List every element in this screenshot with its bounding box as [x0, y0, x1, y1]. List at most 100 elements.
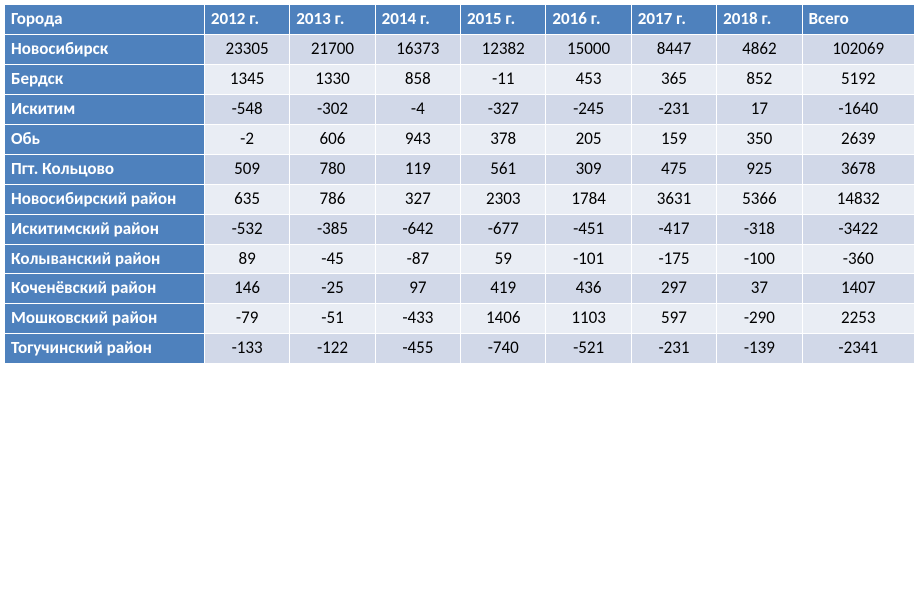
cell-value: 37	[717, 274, 802, 304]
cell-value: 943	[375, 124, 460, 154]
cell-value: 1407	[802, 274, 914, 304]
cell-value: 12382	[461, 34, 546, 64]
cell-value: 419	[461, 274, 546, 304]
row-label: Коченёвский район	[5, 274, 205, 304]
cell-value: -433	[375, 304, 460, 334]
col-header: 2013 г.	[290, 5, 375, 35]
cell-value: 858	[375, 64, 460, 94]
cell-value: 102069	[802, 34, 914, 64]
cell-value: -133	[204, 334, 289, 364]
cell-value: 1330	[290, 64, 375, 94]
cell-value: -139	[717, 334, 802, 364]
col-header: 2012 г.	[204, 5, 289, 35]
cell-value: 606	[290, 124, 375, 154]
cell-value: -4	[375, 94, 460, 124]
cell-value: 2639	[802, 124, 914, 154]
cell-value: -548	[204, 94, 289, 124]
cell-value: -51	[290, 304, 375, 334]
cell-value: 786	[290, 184, 375, 214]
table-row: Новосибирский район635786327230317843631…	[5, 184, 915, 214]
cell-value: -642	[375, 214, 460, 244]
cell-value: 5192	[802, 64, 914, 94]
cell-value: -455	[375, 334, 460, 364]
cell-value: -740	[461, 334, 546, 364]
row-label: Искитим	[5, 94, 205, 124]
cell-value: -175	[631, 244, 716, 274]
row-label: Пгт. Кольцово	[5, 154, 205, 184]
table-row: Тогучинский район-133-122-455-740-521-23…	[5, 334, 915, 364]
cell-value: -25	[290, 274, 375, 304]
cell-value: 1406	[461, 304, 546, 334]
cell-value: 852	[717, 64, 802, 94]
cell-value: -87	[375, 244, 460, 274]
row-label: Мошковский район	[5, 304, 205, 334]
table-row: Мошковский район-79-51-43314061103597-29…	[5, 304, 915, 334]
row-label: Искитимский район	[5, 214, 205, 244]
cell-value: 378	[461, 124, 546, 154]
cell-value: -521	[546, 334, 631, 364]
cell-value: 1103	[546, 304, 631, 334]
cell-value: -11	[461, 64, 546, 94]
cell-value: -122	[290, 334, 375, 364]
header-row: Города 2012 г. 2013 г. 2014 г. 2015 г. 2…	[5, 5, 915, 35]
cell-value: 1345	[204, 64, 289, 94]
cell-value: -101	[546, 244, 631, 274]
cell-value: -360	[802, 244, 914, 274]
cell-value: -231	[631, 94, 716, 124]
cell-value: -677	[461, 214, 546, 244]
table-row: Искитимский район-532-385-642-677-451-41…	[5, 214, 915, 244]
cell-value: 453	[546, 64, 631, 94]
cell-value: 436	[546, 274, 631, 304]
cell-value: 4862	[717, 34, 802, 64]
col-header: Всего	[802, 5, 914, 35]
col-header: Города	[5, 5, 205, 35]
cell-value: 327	[375, 184, 460, 214]
table-row: Искитим-548-302-4-327-245-23117-1640	[5, 94, 915, 124]
cell-value: 97	[375, 274, 460, 304]
cell-value: -45	[290, 244, 375, 274]
table-row: Новосибирск23305217001637312382150008447…	[5, 34, 915, 64]
col-header: 2017 г.	[631, 5, 716, 35]
row-label: Новосибирский район	[5, 184, 205, 214]
row-label: Новосибирск	[5, 34, 205, 64]
col-header: 2018 г.	[717, 5, 802, 35]
cell-value: 59	[461, 244, 546, 274]
cell-value: 309	[546, 154, 631, 184]
cell-value: 16373	[375, 34, 460, 64]
cell-value: 297	[631, 274, 716, 304]
cell-value: 15000	[546, 34, 631, 64]
cell-value: 119	[375, 154, 460, 184]
cell-value: 21700	[290, 34, 375, 64]
cell-value: 3631	[631, 184, 716, 214]
cell-value: -327	[461, 94, 546, 124]
table-row: Коченёвский район146-2597419436297371407	[5, 274, 915, 304]
table-row: Колыванский район89-45-8759-101-175-100-…	[5, 244, 915, 274]
cell-value: -79	[204, 304, 289, 334]
cell-value: -2	[204, 124, 289, 154]
cell-value: 925	[717, 154, 802, 184]
cell-value: -2341	[802, 334, 914, 364]
cell-value: 597	[631, 304, 716, 334]
cell-value: 561	[461, 154, 546, 184]
col-header: 2016 г.	[546, 5, 631, 35]
row-label: Обь	[5, 124, 205, 154]
cell-value: 780	[290, 154, 375, 184]
cell-value: 350	[717, 124, 802, 154]
cell-value: 3678	[802, 154, 914, 184]
cell-value: 159	[631, 124, 716, 154]
cell-value: 2253	[802, 304, 914, 334]
cell-value: 89	[204, 244, 289, 274]
cell-value: -100	[717, 244, 802, 274]
cell-value: -302	[290, 94, 375, 124]
cell-value: 146	[204, 274, 289, 304]
row-label: Тогучинский район	[5, 334, 205, 364]
cell-value: -290	[717, 304, 802, 334]
cell-value: -245	[546, 94, 631, 124]
cell-value: 2303	[461, 184, 546, 214]
cell-value: 5366	[717, 184, 802, 214]
cell-value: -385	[290, 214, 375, 244]
cell-value: 1784	[546, 184, 631, 214]
cell-value: -231	[631, 334, 716, 364]
cell-value: -532	[204, 214, 289, 244]
cell-value: 635	[204, 184, 289, 214]
